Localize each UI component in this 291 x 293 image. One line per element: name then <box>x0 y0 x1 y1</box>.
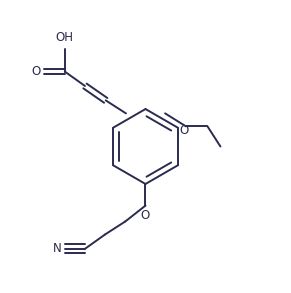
Text: N: N <box>53 242 61 255</box>
Text: O: O <box>141 209 150 222</box>
Text: OH: OH <box>56 31 74 44</box>
Text: O: O <box>31 65 40 78</box>
Text: O: O <box>180 124 189 137</box>
